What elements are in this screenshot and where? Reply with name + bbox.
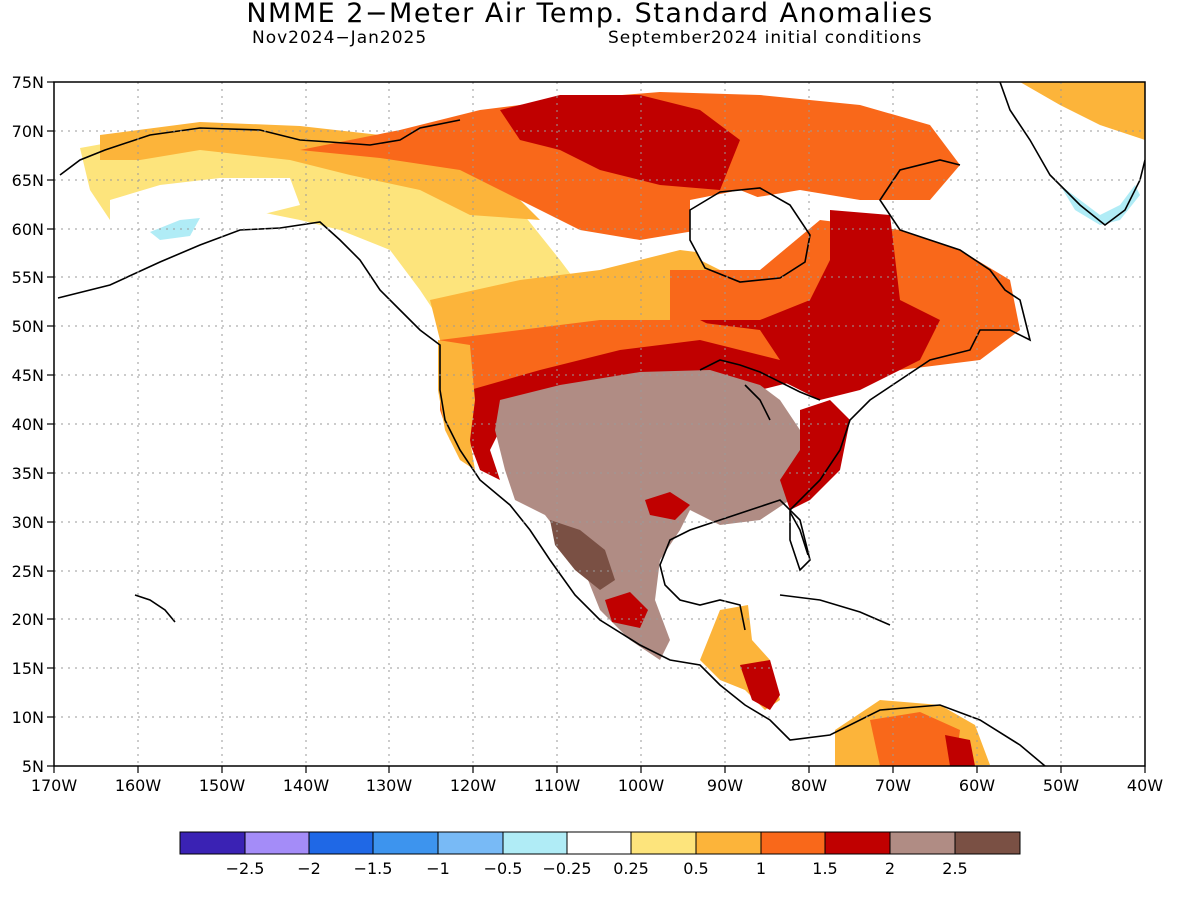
- lat-label: 5N: [22, 757, 44, 776]
- anomaly-region-west-coast-orange: [438, 340, 475, 470]
- legend-swatch: [695, 831, 762, 855]
- legend-swatch: [824, 831, 891, 855]
- lat-label: 55N: [12, 268, 44, 287]
- anomaly-region-alaska-white: [110, 178, 300, 240]
- anomaly-region-greenland-blue: [1060, 185, 1140, 225]
- legend-swatch: [244, 831, 310, 855]
- legend-swatch: [308, 831, 374, 855]
- lon-label: 70W: [875, 776, 911, 795]
- lon-label: 130W: [366, 776, 413, 795]
- anomaly-region-central-america-red: [740, 660, 780, 710]
- legend-swatch: [760, 831, 826, 855]
- lon-label: 140W: [283, 776, 330, 795]
- legend-swatch: [566, 831, 632, 855]
- legend-label: 2: [885, 859, 895, 878]
- legend-swatch: [372, 831, 439, 855]
- axis-ticks: [47, 81, 1146, 773]
- lon-label: 100W: [618, 776, 665, 795]
- legend-swatch: [502, 831, 568, 855]
- coastline-florida: [789, 511, 809, 556]
- lon-label: 40W: [1127, 776, 1163, 795]
- lat-label: 40N: [12, 415, 44, 434]
- longitude-labels: 170W 160W 150W 140W 130W 120W 110W 100W …: [31, 776, 1163, 795]
- anomaly-region-east-canada-red: [700, 210, 940, 400]
- legend-label: 0.5: [683, 859, 708, 878]
- lon-label: 160W: [115, 776, 162, 795]
- anomaly-region-texas-red: [645, 492, 690, 520]
- lat-label: 35N: [12, 464, 44, 483]
- forecast-period: Nov2024−Jan2025: [252, 28, 428, 48]
- coastline-north-america: [57, 221, 1046, 766]
- lat-label: 25N: [12, 562, 44, 581]
- lat-label: 45N: [12, 366, 44, 385]
- lon-label: 80W: [791, 776, 827, 795]
- lon-label: 170W: [31, 776, 78, 795]
- legend-label: 0.25: [613, 859, 649, 878]
- legend-label: −0.25: [542, 859, 591, 878]
- latitude-labels: 75N 70N 65N 60N 55N 50N 45N 40N 35N 30N …: [12, 73, 44, 776]
- coastline-cuba: [779, 594, 891, 626]
- coastline-hudson-bay: [689, 187, 811, 283]
- legend-swatch: [889, 831, 956, 855]
- coastline-greenland: [999, 82, 1145, 227]
- lon-label: 120W: [450, 776, 497, 795]
- legend-label: 1: [756, 859, 766, 878]
- lat-label: 15N: [12, 659, 44, 678]
- coastline-hawaii: [134, 594, 176, 623]
- legend-label: 2.5: [942, 859, 967, 878]
- legend-swatch: [179, 831, 246, 855]
- coastline-great-lakes: [699, 359, 821, 421]
- color-legend: −2.5 −2 −1.5 −1 −0.5 −0.25 0.25 0.5 1 1.…: [179, 831, 1021, 878]
- legend-label: −2.5: [226, 859, 265, 878]
- coastline-gulf-of-mexico: [659, 159, 1032, 631]
- legend-label: 1.5: [812, 859, 837, 878]
- anomaly-region-south-america-red: [945, 735, 975, 766]
- lat-label: 65N: [12, 171, 44, 190]
- anomaly-region-southeast-red: [780, 400, 850, 510]
- lat-label: 50N: [12, 317, 44, 336]
- graticule: [54, 82, 1145, 766]
- anomaly-region-south-america-deep-orange: [870, 712, 960, 766]
- anomaly-region-mexico-dark: [550, 520, 615, 590]
- lon-label: 90W: [707, 776, 743, 795]
- legend-swatch: [437, 831, 504, 855]
- lon-label: 150W: [199, 776, 246, 795]
- coastline-alaska-north: [59, 119, 461, 176]
- legend-label: −2: [297, 859, 321, 878]
- lon-label: 60W: [959, 776, 995, 795]
- legend-swatch: [954, 831, 1021, 855]
- lat-label: 75N: [12, 73, 44, 92]
- initial-conditions: September2024 initial conditions: [608, 28, 923, 48]
- lat-label: 60N: [12, 220, 44, 239]
- map-title: NMME 2−Meter Air Temp. Standard Anomalie…: [246, 0, 934, 29]
- legend-label: −0.5: [484, 859, 523, 878]
- lat-label: 30N: [12, 513, 44, 532]
- anomaly-fields: [80, 82, 1145, 766]
- lat-label: 70N: [12, 122, 44, 141]
- legend-swatch: [630, 831, 697, 855]
- lon-label: 50W: [1043, 776, 1079, 795]
- legend-label: −1.5: [354, 859, 393, 878]
- lon-label: 110W: [534, 776, 581, 795]
- anomaly-region-greenland-orange: [1020, 82, 1145, 140]
- anomaly-region-arctic-red: [500, 95, 740, 190]
- lat-label: 10N: [12, 708, 44, 727]
- lat-label: 20N: [12, 610, 44, 629]
- coastlines: [57, 82, 1145, 766]
- legend-label: −1: [426, 859, 450, 878]
